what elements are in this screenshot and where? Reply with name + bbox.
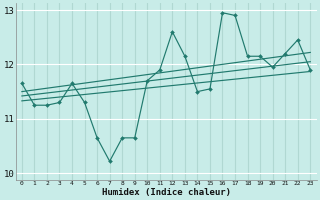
X-axis label: Humidex (Indice chaleur): Humidex (Indice chaleur) <box>101 188 231 197</box>
